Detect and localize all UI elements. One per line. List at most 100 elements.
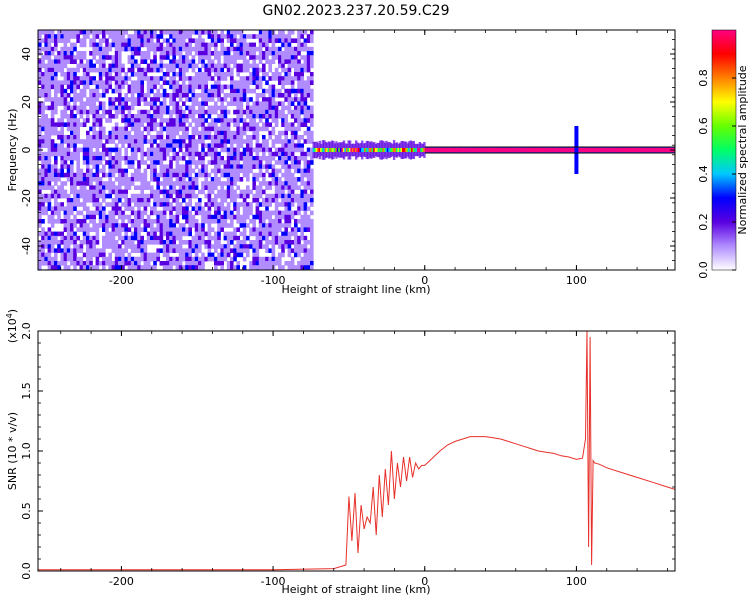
heatmap-cell: [310, 139, 314, 144]
heatmap-cell: [220, 223, 224, 228]
heatmap-cell: [57, 67, 61, 73]
heatmap-cell: [172, 84, 176, 90]
heatmap-cell: [162, 261, 167, 266]
heatmap-cell: [521, 148, 525, 152]
heatmap-cell: [287, 59, 292, 64]
heatmap-cell: [54, 156, 58, 161]
heatmap-cell: [143, 38, 148, 43]
heatmap-cell: [239, 168, 244, 174]
heatmap-cell: [130, 34, 135, 39]
heatmap-cell: [191, 59, 196, 64]
heatmap-cell: [169, 143, 173, 148]
heatmap-cell: [66, 59, 71, 64]
snr-x-label: Height of straight line (km): [281, 583, 430, 596]
heatmap-cell: [114, 38, 119, 43]
heatmap-cell: [233, 46, 237, 52]
heatmap-cell: [89, 261, 93, 266]
heatmap-cell: [246, 206, 250, 211]
heatmap-cell: [162, 181, 167, 186]
heatmap-cell: [134, 261, 138, 266]
heatmap-cell: [166, 46, 170, 52]
heatmap-cell: [310, 55, 314, 60]
heatmap-cell: [118, 177, 122, 182]
heatmap-cell: [194, 235, 199, 241]
snr-frame: [37, 330, 676, 572]
heatmap-cell: [82, 122, 87, 127]
heatmap-cell: [38, 126, 42, 132]
heatmap-cell: [130, 210, 135, 216]
heatmap-cell: [310, 130, 314, 136]
heatmap-cell: [89, 76, 93, 81]
heatmap-cell: [95, 206, 100, 211]
heatmap-cell: [38, 261, 42, 266]
heatmap-cell: [314, 148, 317, 152]
heatmap-cell: [70, 34, 74, 39]
heatmap-cell: [182, 63, 186, 69]
heatmap-cell: [60, 164, 64, 169]
heatmap-cell: [252, 46, 256, 52]
heatmap-cell: [239, 97, 244, 102]
heatmap-cell: [258, 185, 263, 190]
heatmap-cell: [220, 76, 224, 81]
heatmap-cell: [198, 59, 202, 64]
heatmap-cell: [79, 168, 84, 174]
heatmap-cell: [169, 80, 173, 85]
heatmap-cell: [140, 109, 144, 115]
heatmap-cell: [146, 122, 151, 127]
heatmap-cell: [63, 265, 68, 270]
heatmap-cell: [57, 219, 61, 224]
heatmap-cell: [108, 181, 112, 186]
heatmap-cell: [95, 84, 100, 90]
heatmap-cell: [258, 59, 263, 64]
heatmap-cell: [529, 148, 532, 152]
heatmap-cell: [153, 151, 157, 157]
heatmap-cell: [294, 223, 298, 228]
heatmap-cell: [111, 223, 116, 228]
heatmap-cell: [41, 202, 45, 207]
heatmap-cell: [66, 151, 71, 157]
heatmap-cell: [134, 235, 138, 241]
heatmap-cell: [191, 67, 196, 73]
heatmap-cell: [194, 202, 199, 207]
heatmap-cell: [105, 84, 109, 90]
heatmap-cell: [111, 172, 116, 178]
heatmap-cell: [638, 148, 641, 152]
heatmap-cell: [86, 261, 90, 266]
heatmap-cell: [156, 76, 160, 81]
heatmap-cell: [303, 130, 308, 136]
heatmap-cell: [284, 55, 288, 60]
heatmap-cell: [230, 151, 234, 157]
heatmap-cell: [169, 185, 173, 190]
heatmap-cell: [172, 126, 176, 132]
heatmap-cell: [271, 126, 276, 132]
heatmap-cell: [82, 177, 87, 182]
heatmap-cell: [310, 210, 314, 216]
heatmap-cell: [246, 248, 250, 253]
heatmap-cell: [194, 160, 199, 165]
heatmap-cell: [556, 148, 560, 152]
heatmap-cell: [204, 84, 208, 90]
heatmap-cell: [220, 72, 224, 77]
heatmap-cell: [252, 109, 256, 115]
heatmap-cell: [306, 34, 311, 39]
heatmap-cell: [175, 256, 180, 262]
heatmap-cell: [284, 231, 288, 237]
heatmap-cell: [143, 118, 148, 123]
heatmap-cell: [70, 46, 74, 52]
heatmap-cell: [281, 67, 285, 73]
heatmap-cell: [559, 148, 563, 152]
heatmap-cell: [178, 97, 183, 102]
heatmap-cell: [63, 38, 68, 43]
heatmap-cell: [70, 252, 74, 258]
heatmap-cell: [130, 38, 135, 43]
heatmap-cell: [150, 88, 154, 94]
heatmap-cell: [89, 227, 93, 232]
heatmap-cell: [156, 97, 160, 102]
heatmap-cell: [156, 42, 160, 48]
heatmap-cell: [290, 46, 295, 52]
heatmap-cell: [143, 206, 148, 211]
heatmap-cell: [214, 177, 218, 182]
heatmap-cell: [198, 235, 202, 241]
heatmap-cell: [324, 148, 328, 152]
heatmap-cell: [95, 46, 100, 52]
